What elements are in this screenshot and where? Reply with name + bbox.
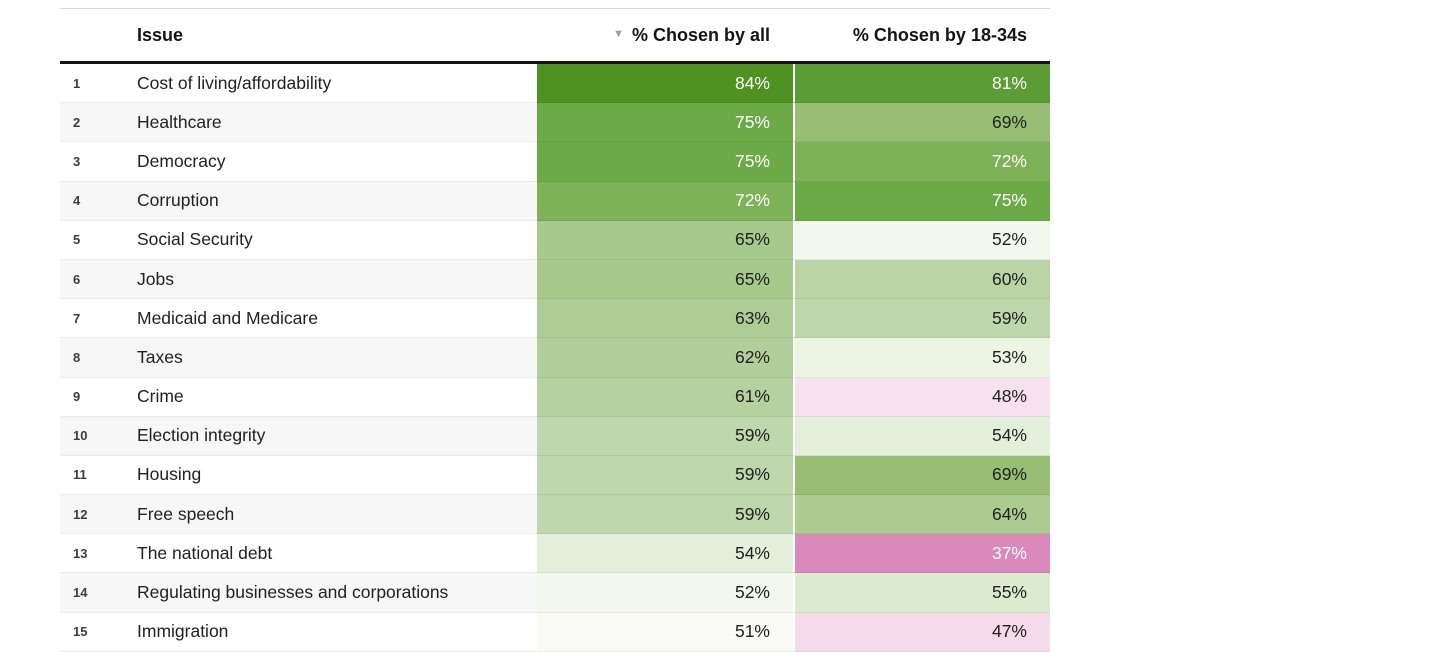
issue-cell: Regulating businesses and corporations [137, 573, 537, 613]
issue-column-header[interactable]: Issue [137, 24, 184, 45]
table-body: 1 Cost of living/affordability 84% 81% 2… [60, 64, 1050, 652]
all-value-cell: 75% [537, 142, 793, 182]
rank-cell: 2 [60, 103, 137, 143]
rank-cell: 1 [60, 64, 137, 104]
table-row: 10 Election integrity 59% 54% [60, 416, 1050, 456]
issue-cell: Jobs [137, 259, 537, 300]
young-value-cell: 54% [793, 416, 1050, 456]
table-row: 8 Taxes 62% 53% [60, 338, 1050, 378]
table-row: 12 Free speech 59% 64% [60, 495, 1050, 535]
young-value-cell: 69% [793, 455, 1050, 496]
young-value-cell: 60% [793, 259, 1050, 300]
table-row: 15 Immigration 51% 47% [60, 612, 1050, 652]
young-value-cell: 53% [793, 338, 1050, 378]
young-value-cell: 47% [793, 612, 1050, 652]
rank-cell: 13 [60, 534, 137, 574]
sort-descending-icon: ▼ [613, 28, 624, 40]
issue-cell: The national debt [137, 534, 537, 574]
young-value-cell: 52% [793, 220, 1050, 260]
young-value-cell: 55% [793, 573, 1050, 613]
issues-heatmap-table: Issue ▼ % Chosen by all % Chosen by 18-3… [60, 8, 1050, 652]
young-value-cell: 75% [793, 181, 1050, 221]
issue-cell: Taxes [137, 338, 537, 378]
all-value-cell: 51% [537, 612, 793, 652]
rank-cell: 14 [60, 573, 137, 613]
young-value-cell: 37% [793, 534, 1050, 574]
rank-cell: 15 [60, 612, 137, 652]
table-header-row: Issue ▼ % Chosen by all % Chosen by 18-3… [60, 9, 1050, 64]
table-row: 2 Healthcare 75% 69% [60, 103, 1050, 143]
issue-cell: Social Security [137, 220, 537, 260]
young-column-header[interactable]: % Chosen by 18-34s [793, 25, 1050, 46]
young-value-cell: 59% [793, 299, 1050, 339]
issue-cell: Corruption [137, 181, 537, 221]
all-value-cell: 84% [537, 64, 793, 104]
young-value-cell: 69% [793, 103, 1050, 143]
issue-cell: Housing [137, 455, 537, 496]
all-value-cell: 62% [537, 338, 793, 378]
table-row: 1 Cost of living/affordability 84% 81% [60, 64, 1050, 104]
young-value-cell: 72% [793, 142, 1050, 182]
all-value-cell: 59% [537, 416, 793, 456]
table-row: 14 Regulating businesses and corporation… [60, 573, 1050, 613]
issue-cell: Healthcare [137, 103, 537, 143]
rank-cell: 11 [60, 455, 137, 496]
rank-cell: 6 [60, 259, 137, 300]
rank-cell: 3 [60, 142, 137, 182]
table-row: 13 The national debt 54% 37% [60, 534, 1050, 574]
young-value-cell: 64% [793, 495, 1050, 535]
issue-cell: Free speech [137, 495, 537, 535]
table-row: 6 Jobs 65% 60% [60, 259, 1050, 300]
table-row: 11 Housing 59% 69% [60, 455, 1050, 496]
young-value-cell: 81% [793, 64, 1050, 104]
all-value-cell: 61% [537, 377, 793, 417]
issue-cell: Cost of living/affordability [137, 64, 537, 104]
issue-cell: Democracy [137, 142, 537, 182]
table-row: 7 Medicaid and Medicare 63% 59% [60, 299, 1050, 339]
issue-cell: Election integrity [137, 416, 537, 456]
all-value-cell: 65% [537, 259, 793, 300]
table-row: 3 Democracy 75% 72% [60, 142, 1050, 182]
all-value-cell: 59% [537, 495, 793, 535]
all-value-cell: 54% [537, 534, 793, 574]
rank-cell: 7 [60, 299, 137, 339]
all-value-cell: 72% [537, 181, 793, 221]
all-column-header-label: % Chosen by all [631, 24, 770, 45]
all-value-cell: 59% [537, 455, 793, 496]
table-row: 4 Corruption 72% 75% [60, 181, 1050, 221]
all-column-header[interactable]: ▼ % Chosen by all [537, 25, 793, 46]
issue-cell: Crime [137, 377, 537, 417]
all-value-cell: 52% [537, 573, 793, 613]
young-column-header-label: % Chosen by 18-34s [852, 24, 1027, 45]
all-value-cell: 65% [537, 220, 793, 260]
rank-cell: 5 [60, 220, 137, 260]
issue-cell: Immigration [137, 612, 537, 652]
issue-cell: Medicaid and Medicare [137, 299, 537, 339]
all-value-cell: 75% [537, 103, 793, 143]
rank-cell: 4 [60, 181, 137, 221]
rank-cell: 10 [60, 416, 137, 456]
table-row: 5 Social Security 65% 52% [60, 220, 1050, 260]
all-value-cell: 63% [537, 299, 793, 339]
rank-cell: 8 [60, 338, 137, 378]
rank-cell: 12 [60, 495, 137, 535]
table-row: 9 Crime 61% 48% [60, 377, 1050, 417]
rank-cell: 9 [60, 377, 137, 417]
young-value-cell: 48% [793, 377, 1050, 417]
